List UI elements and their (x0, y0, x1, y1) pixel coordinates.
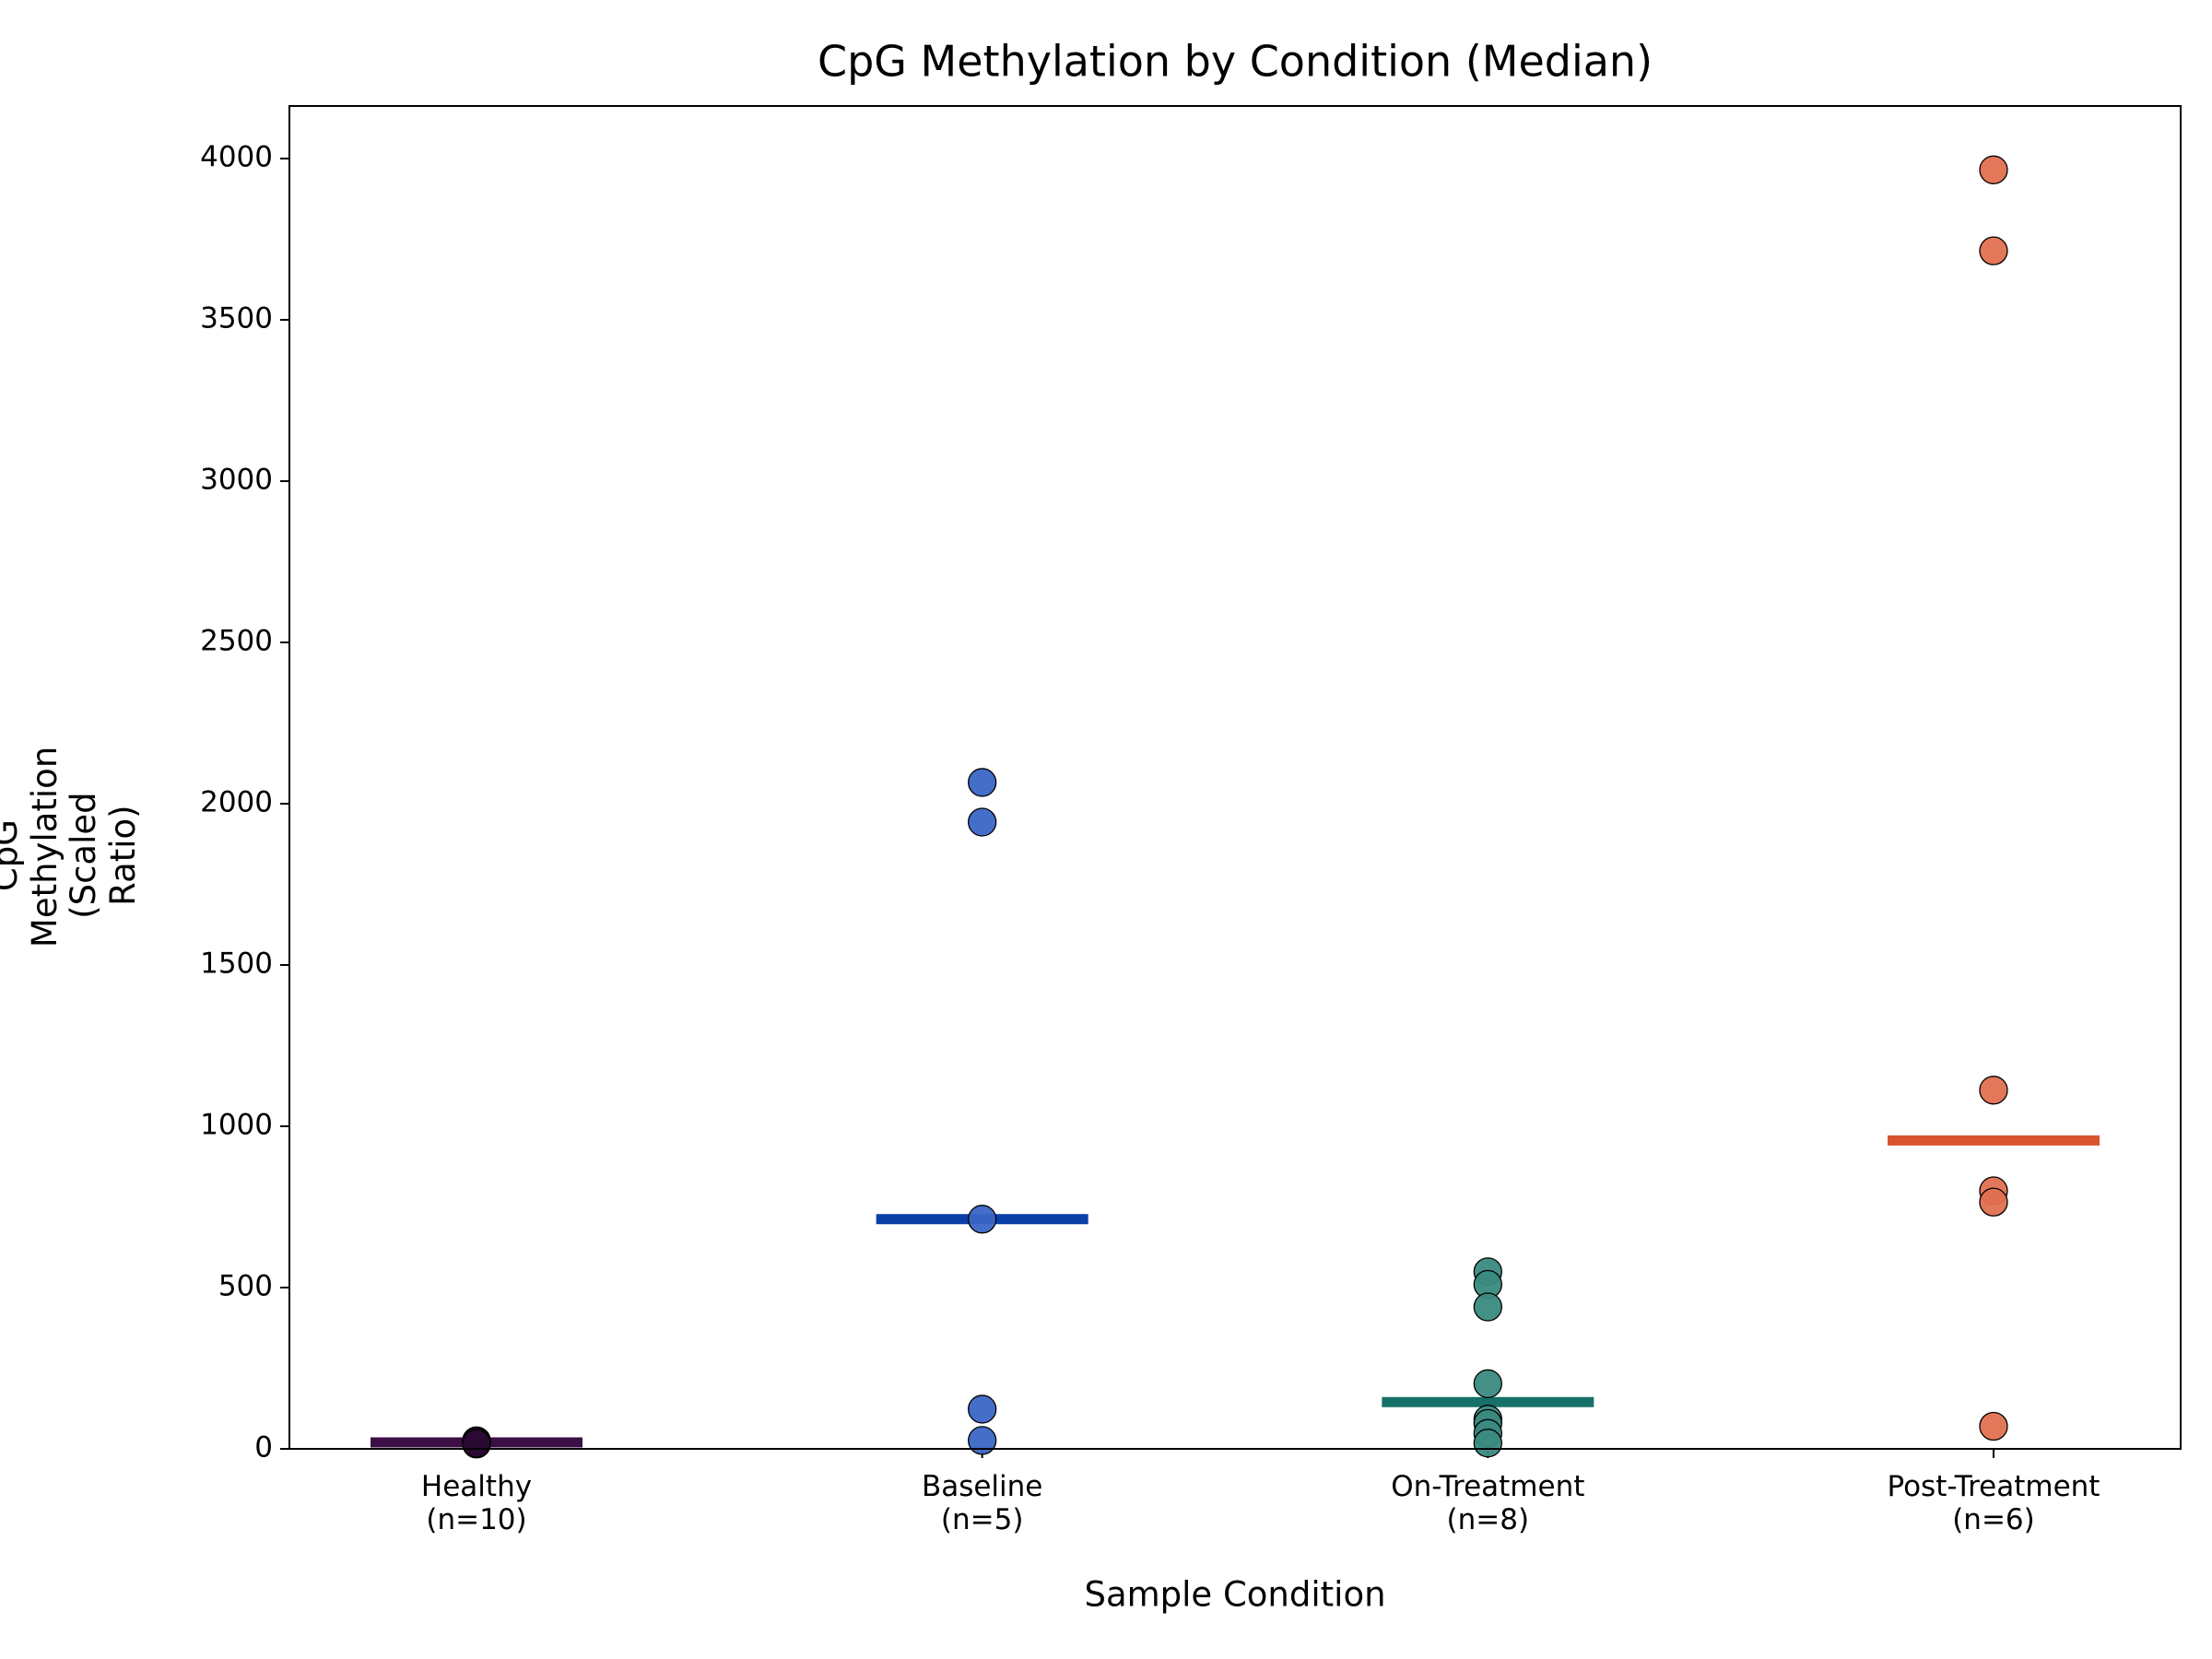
y-tick-label: 3500 (200, 302, 273, 335)
y-axis-label: CpG Methylation (Scaled Ratio) (0, 746, 143, 948)
point (968, 1394, 997, 1424)
point (968, 1426, 997, 1455)
point (968, 1205, 997, 1234)
point (968, 807, 997, 837)
x-tick-label: On-Treatment (n=8) (1391, 1470, 1585, 1536)
x-tick-label: Baseline (n=5) (921, 1470, 1043, 1536)
y-tick-label: 0 (254, 1431, 273, 1465)
y-tick-label: 4000 (200, 141, 273, 174)
point (1473, 1292, 1502, 1322)
point (1979, 155, 2008, 184)
point (1473, 1369, 1502, 1398)
plot-frame (288, 105, 2182, 1450)
y-tick-label: 1000 (200, 1109, 273, 1142)
point (968, 768, 997, 797)
y-tick-label: 3000 (200, 464, 273, 497)
point (1979, 1076, 2008, 1105)
chart-title: CpG Methylation by Condition (Median) (818, 37, 1653, 87)
point (1979, 1411, 2008, 1441)
point (1473, 1429, 1502, 1458)
x-axis-label: Sample Condition (1084, 1575, 1385, 1615)
y-tick-label: 2000 (200, 786, 273, 819)
point (1979, 236, 2008, 265)
point (1979, 1187, 2008, 1217)
x-tick-label: Healthy (n=10) (420, 1470, 533, 1536)
point (462, 1429, 491, 1458)
y-tick-label: 2500 (200, 625, 273, 658)
x-tick-label: Post-Treatment (n=6) (1887, 1470, 2100, 1536)
y-tick-label: 500 (218, 1270, 273, 1303)
y-tick-label: 1500 (200, 947, 273, 981)
